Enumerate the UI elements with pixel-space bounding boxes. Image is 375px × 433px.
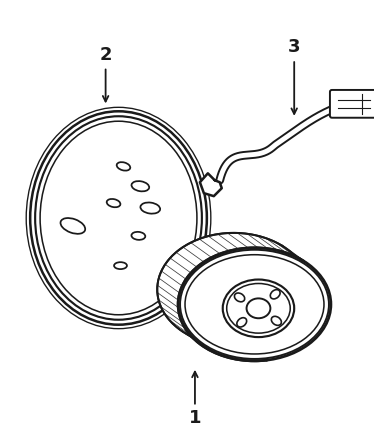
Ellipse shape	[26, 107, 211, 329]
Ellipse shape	[157, 233, 310, 346]
Ellipse shape	[107, 199, 120, 207]
Ellipse shape	[234, 293, 244, 302]
Text: 3: 3	[288, 38, 300, 56]
Ellipse shape	[272, 317, 281, 325]
Ellipse shape	[60, 218, 85, 234]
Ellipse shape	[114, 262, 127, 269]
Ellipse shape	[178, 248, 331, 361]
Ellipse shape	[246, 298, 270, 318]
Text: 2: 2	[99, 46, 112, 64]
FancyBboxPatch shape	[330, 90, 375, 118]
Ellipse shape	[131, 232, 145, 240]
Ellipse shape	[140, 203, 160, 213]
Ellipse shape	[132, 181, 149, 191]
Polygon shape	[200, 173, 222, 196]
Ellipse shape	[237, 318, 247, 327]
Ellipse shape	[270, 290, 280, 299]
Text: 1: 1	[189, 410, 201, 427]
Ellipse shape	[223, 280, 294, 337]
Ellipse shape	[117, 162, 130, 171]
